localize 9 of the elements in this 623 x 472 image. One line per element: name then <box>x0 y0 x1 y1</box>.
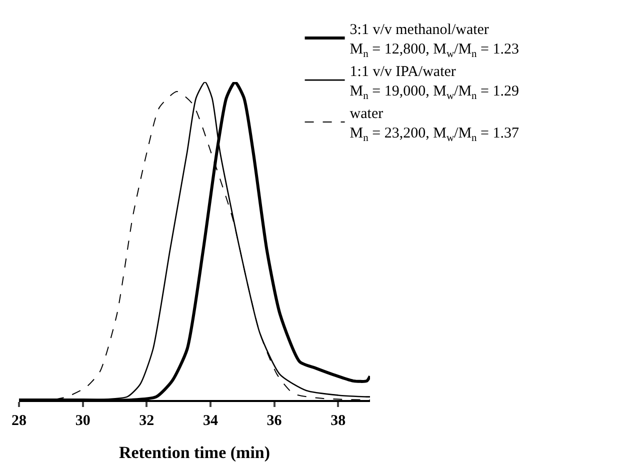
x-tick-label: 36 <box>266 413 282 429</box>
legend-label: water M$_{n}$ = 23,200, M$_{w}$/M$_{n}$ = 1.37 <box>350 106 520 144</box>
x-tick-label: 30 <box>75 413 90 429</box>
x-tick-label: 28 <box>12 413 26 429</box>
x-tick-label: 38 <box>330 413 346 429</box>
legend-label: 3:1 v/v methanol/water M$_{n}$ = 12,800, M$_{w}$/M$_{n}$ = 1.23 <box>350 22 520 60</box>
x-axis-title: Retention time (min) <box>118 442 270 462</box>
x-tick-label: 32 <box>139 413 154 429</box>
x-tick-label: 34 <box>202 413 218 429</box>
